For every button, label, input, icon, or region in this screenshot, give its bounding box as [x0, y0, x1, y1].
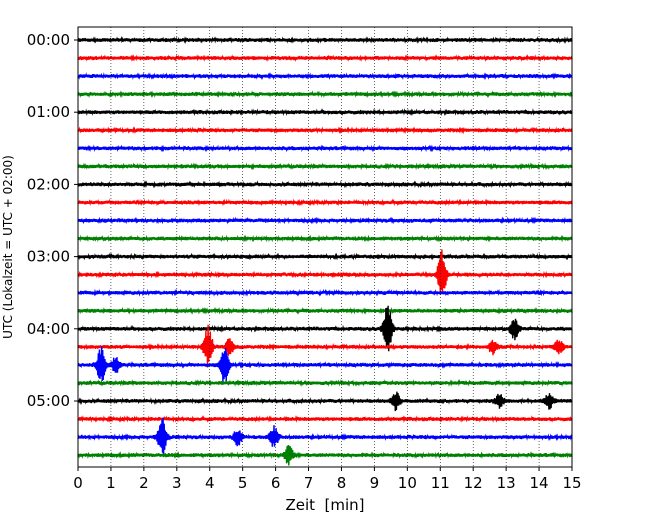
y-axis-ticks: 00:00 01:00 02:00 03:00 04:00 05:00	[27, 31, 78, 410]
x-tick-label: 13	[497, 474, 516, 492]
x-tick-label: 4	[205, 474, 215, 492]
trace-20	[77, 391, 573, 412]
trace-8	[77, 180, 573, 189]
trace-0	[77, 35, 573, 44]
trace-9	[77, 198, 573, 207]
y-tick-label: 00:00	[27, 31, 70, 49]
x-tick-label: 14	[530, 474, 549, 492]
y-axis-label: UTC (Lokalzeit = UTC + 02:00)	[1, 155, 15, 339]
x-tick-label: 1	[106, 474, 116, 492]
x-tick-label: 11	[431, 474, 450, 492]
y-tick-label: 01:00	[27, 103, 70, 121]
trace-7	[77, 162, 573, 171]
trace-3	[77, 90, 573, 99]
x-tick-label: 15	[562, 474, 581, 492]
y-tick-label: 02:00	[27, 175, 70, 193]
x-tick-label: 6	[271, 474, 281, 492]
trace-4	[77, 108, 573, 117]
x-tick-label: 9	[370, 474, 380, 492]
x-tick-label: 0	[73, 474, 83, 492]
x-tick-label: 7	[304, 474, 314, 492]
traces-group	[77, 35, 573, 466]
trace-1	[77, 54, 573, 62]
trace-19	[77, 378, 573, 387]
trace-15	[77, 306, 573, 315]
trace-13	[77, 249, 573, 295]
grid-lines	[110, 27, 540, 467]
y-tick-label: 04:00	[27, 320, 70, 338]
trace-5	[77, 126, 573, 135]
x-axis-label: Zeit [min]	[285, 496, 364, 514]
trace-6	[77, 144, 573, 153]
x-tick-label: 3	[172, 474, 182, 492]
trace-12	[77, 252, 573, 261]
x-tick-label: 8	[337, 474, 347, 492]
x-tick-label: 10	[398, 474, 417, 492]
x-tick-label: 5	[238, 474, 248, 492]
x-tick-label: 2	[139, 474, 149, 492]
trace-23	[77, 444, 573, 466]
trace-16	[77, 305, 573, 352]
trace-22	[77, 417, 573, 455]
trace-2	[77, 72, 573, 81]
trace-11	[77, 234, 573, 243]
x-axis-ticks: 0 1 2 3 4 5 6 7 8 9 10 11 12 13 14 15	[73, 467, 582, 492]
y-tick-label: 05:00	[27, 392, 70, 410]
y-tick-label: 03:00	[27, 248, 70, 266]
plot-frame	[77, 26, 573, 468]
trace-18	[77, 346, 573, 384]
trace-10	[77, 216, 573, 225]
trace-17	[77, 324, 573, 368]
x-tick-label: 12	[464, 474, 483, 492]
trace-14	[77, 288, 573, 297]
trace-21	[77, 415, 573, 423]
